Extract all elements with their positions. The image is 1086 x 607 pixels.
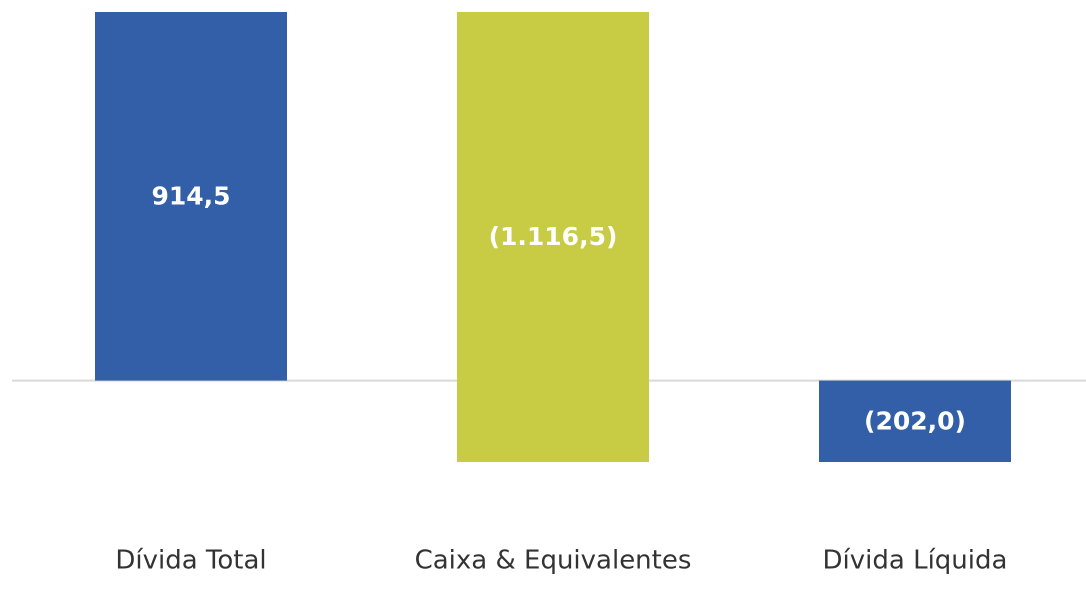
data-label: 914,5 [151, 181, 230, 210]
x-tick-label: Dívida Líquida [823, 546, 1008, 576]
x-tick-label: Dívida Total [115, 546, 266, 576]
bar [819, 380, 1011, 462]
x-tick-label: Caixa & Equivalentes [415, 546, 692, 576]
bar [95, 12, 287, 381]
bar [457, 12, 649, 462]
data-label: (1.116,5) [489, 222, 618, 251]
data-label: (202,0) [864, 406, 966, 435]
